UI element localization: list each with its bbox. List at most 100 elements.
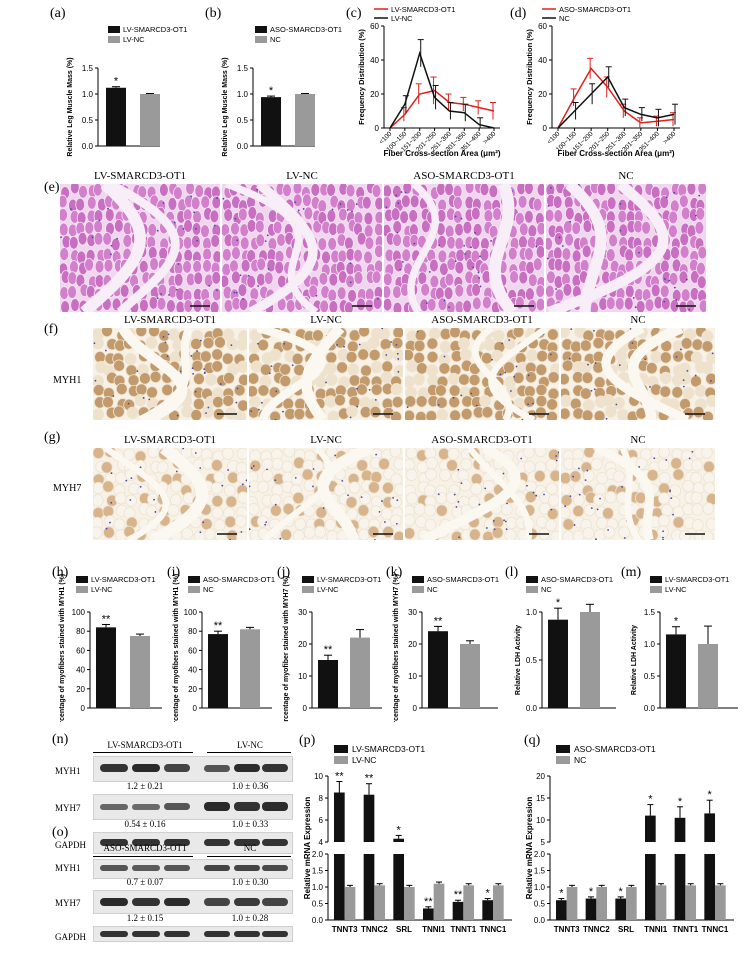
myh7-image-1-nucleus [341,479,344,482]
myh1-image-0-fiber [135,383,148,396]
he-image-2-fiber [437,234,447,249]
he-image-2-fiber [437,297,448,311]
myh1-image-0-nucleus [235,401,238,404]
chart-i: 0 20 40 60 80 100 The percentage of myofibers … [173,574,275,722]
he-image-3-fiber [552,195,563,209]
chart-m-legend-label-1: LV-NC [665,585,687,594]
he-image-1-nucleus [235,291,238,294]
panel-label-q: (q) [524,733,541,748]
chart-p-xtick-label-1: TNNC2 [361,925,388,934]
he-image-3-fiber [660,296,671,311]
chart-k-bar-1 [460,644,480,708]
chart-p-ytick-high-label: 6 [319,816,324,825]
myh1-image-2-fiber [458,373,470,386]
he-image-1-fiber [256,257,267,272]
he-image-2-fiber [483,209,494,223]
chart-c-ytick-label: 0 [375,124,380,133]
myh1-image-3-fiber [561,372,570,386]
myh1-image-1-nucleus [368,388,371,391]
myh7-image-2-fiber [435,491,448,505]
he-image-0-nucleus [98,219,101,222]
myh7-image-2-nucleus [555,459,558,462]
he-image-3-fiber [614,296,625,311]
myh1-image-3-fiber [602,394,615,407]
myh7-image-3-nucleus [638,466,641,468]
chart-p-bar-1-3 [433,883,445,920]
he-image-2-fiber [509,270,519,284]
chart-p-legend-swatch-1 [334,756,348,764]
myh7-image-0-nucleus [154,511,157,513]
chart-p-sig-4: ** [454,889,463,901]
he-image-0-fiber [78,184,88,199]
he-image-2-nucleus [454,215,457,218]
chart-i-legend-swatch-1 [188,586,200,593]
myh7-image-3-nucleus [564,505,567,508]
he-image-1-fiber [364,236,375,251]
he-image-1-fiber [292,193,303,208]
myh7-image-0-fiber [236,530,247,540]
myh7-image-2-fiber [425,468,437,481]
myh1-image-3-fiber [680,337,693,350]
he-image-3-nucleus [668,279,671,282]
he-image-0-fiber [93,219,104,234]
chart-a-legend-label-1: LV-NC [123,35,145,44]
myh7-image-0-fiber [234,515,247,528]
myh1-image-0-nucleus [207,406,210,409]
myh1-image-3-fiber [604,405,617,418]
chart-i-ytick-label: 80 [188,627,197,636]
myh1-image-0-fiber [146,386,158,399]
chart-m: 0.0 0.5 1.0 1.5 Relative LDH Activity * LV-SMA… [631,575,738,713]
panel-label-b: (b) [205,6,222,21]
blot-n-myh7 [93,794,293,820]
he-image-0-nucleus [160,293,162,295]
he-image-0-fiber [119,284,130,298]
chart-l: 0.0 0.5 1.0 Relative LDH Activity * ASO-SMARC… [515,575,616,713]
myh7-image-1-fiber [281,460,294,473]
chart-q-bar-0-5-low [704,854,716,920]
myh7-image-1-fiber [303,479,316,492]
myh1-image-0-nucleus [203,372,206,374]
blot-o-header-0: ASO-SMARCD3-OT1 [103,843,187,853]
he-image-0-fiber [211,195,220,210]
myh1-image-1-nucleus [356,405,359,408]
myh7-image-3-nucleus [577,467,580,470]
he-image-1-nucleus [349,281,352,284]
he-image-2-nucleus [443,299,446,302]
myh1-image-3-fiber [603,329,616,342]
chart-h-ytick-label: 0 [81,704,86,713]
myh1-image-0-fiber [101,328,113,338]
myh7-image-3-nucleus [572,475,575,478]
myh1-image-2-fiber [425,410,438,420]
myh7-image-0-nucleus [199,467,202,469]
he-image-2-fiber [488,184,499,199]
he-image-2-nucleus [401,260,404,263]
myh7-image-2-fiber [547,494,559,507]
myh1-image-1-nucleus [283,342,286,345]
myh7-image-0-nucleus [194,452,197,454]
myh7-image-1-fiber [269,504,282,517]
myh1-image-3-fiber [581,371,594,384]
myh7-image-3-nucleus [662,530,665,533]
chart-p-bar-1-1 [374,885,386,920]
myh7-image-0-fiber [200,518,213,531]
chart-q-sig-4: * [678,796,683,808]
chart-p-ytick-low-label: 0.0 [312,916,324,925]
he-image-0-fiber [191,234,201,249]
he-image-3-fiber [633,219,643,234]
chart-q-ytick-high-label: 20 [536,772,545,781]
chart-d-legend-label-1: NC [559,14,570,23]
myh7-image-3-fiber [561,494,573,507]
myh7-image-0-nucleus [227,469,229,471]
he-image-1-fiber [374,210,382,225]
myh1-image-3-fiber [659,385,672,398]
myh7-image-3-nucleus [599,497,601,500]
myh1-image-2-fiber [458,337,470,350]
he-image-2-fiber [536,221,544,236]
chart-q-ytick-low-label: 0.0 [534,916,546,925]
he-image-1-fiber [344,236,354,251]
he-image-3-fiber [617,209,628,224]
blot-o-value-1-1: 1.0 ± 0.28 [231,913,269,923]
myh1-image-0-nucleus [148,398,151,401]
myh7-image-1-nucleus [383,521,386,523]
myh7-image-0-fiber [237,491,247,504]
